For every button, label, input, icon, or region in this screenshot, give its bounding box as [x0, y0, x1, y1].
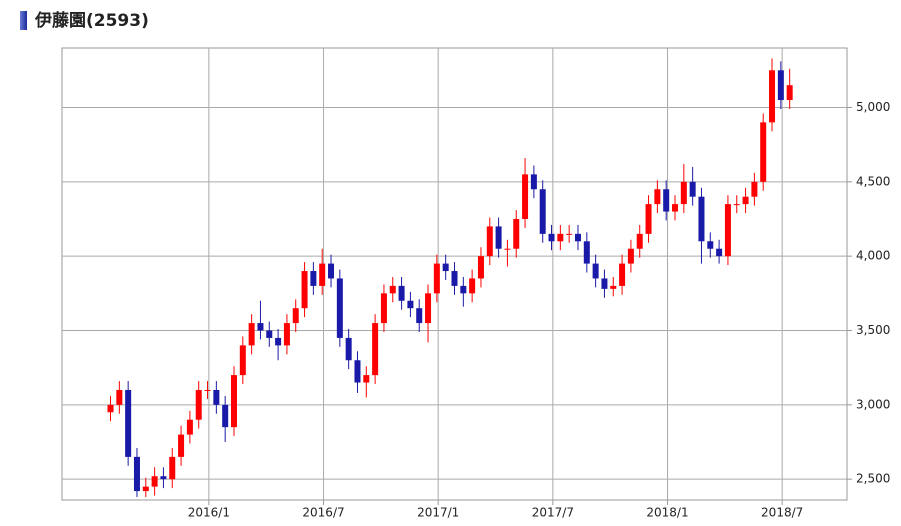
candle-body [292, 308, 299, 324]
candle-body [310, 271, 317, 286]
candle-body [266, 330, 273, 338]
x-tick-label: 2016/1 [188, 506, 230, 520]
candle-body [133, 456, 140, 492]
candle-body [733, 204, 740, 206]
candle-body [442, 263, 449, 272]
candle-body [195, 389, 202, 420]
candle-body [539, 189, 546, 234]
candle-body [239, 345, 246, 376]
candle-body [178, 434, 185, 457]
y-tick-label: 3,000 [856, 397, 890, 411]
x-tick-label: 2017/1 [417, 506, 459, 520]
candle-body [680, 181, 687, 205]
candle-body [469, 278, 476, 294]
candle-body [636, 233, 643, 249]
candle-body [328, 263, 335, 279]
candle-body [698, 196, 705, 242]
candle-body [151, 476, 158, 487]
candle-body [107, 404, 114, 413]
candle-body [513, 218, 520, 249]
candle-body [477, 256, 484, 279]
candle-body [416, 308, 423, 324]
candle-body [557, 233, 564, 242]
candle-body [663, 189, 670, 212]
candle-body [142, 486, 149, 492]
candle-body [336, 278, 343, 338]
candle-body [125, 389, 132, 457]
candle-body [777, 70, 784, 101]
candle-body [654, 189, 661, 205]
candle-body [645, 204, 652, 234]
candle-body [257, 323, 264, 331]
candle-body [601, 278, 608, 289]
x-tick-label: 2018/1 [646, 506, 688, 520]
plot-frame [61, 47, 848, 501]
candle-body [213, 389, 220, 405]
candle-body [619, 263, 626, 286]
candle-body [672, 204, 679, 212]
chart-title: 伊藤園(2593) [34, 10, 149, 31]
candle-body [380, 293, 387, 324]
candle-body [363, 375, 370, 383]
x-tick-label: 2017/7 [532, 506, 574, 520]
y-tick-label: 3,500 [856, 323, 890, 337]
candle-body [574, 233, 581, 242]
candle-body [222, 404, 229, 428]
y-tick-label: 4,500 [856, 174, 890, 188]
candle-body [160, 476, 167, 480]
candle-body [354, 360, 361, 383]
candle-body [186, 419, 193, 435]
x-tick-label: 2016/7 [302, 506, 344, 520]
candle-body [522, 174, 529, 219]
candle-body [742, 196, 749, 205]
candle-body [566, 233, 573, 235]
candle-body [230, 375, 237, 428]
candle-body [169, 456, 176, 480]
candle-body [610, 285, 617, 289]
candle-body [504, 248, 511, 250]
candle-body [486, 226, 493, 257]
candle-body [204, 389, 211, 391]
candle-body [495, 226, 502, 249]
candle-body [345, 337, 352, 361]
y-tick-label: 4,000 [856, 249, 890, 263]
candle-body [548, 233, 555, 242]
candle-body [425, 293, 432, 324]
candle-body [769, 70, 776, 123]
candle-body [389, 285, 396, 294]
candle-body [283, 323, 290, 346]
candle-body [707, 241, 714, 249]
candle-body [583, 241, 590, 264]
candle-body [319, 263, 326, 286]
candle-body [116, 389, 123, 405]
candle-body [751, 181, 758, 197]
candle-body [407, 300, 414, 309]
candle-body [760, 122, 767, 182]
candle-body [248, 323, 255, 346]
candle-body [398, 285, 405, 301]
candle-body [592, 263, 599, 279]
candle-body [786, 85, 793, 101]
x-tick-label: 2018/7 [761, 506, 803, 520]
candle-body [451, 271, 458, 286]
candle-body [689, 181, 696, 197]
candle-body [460, 285, 467, 294]
candle-body [433, 263, 440, 294]
candle-body [275, 337, 282, 346]
candle-body [716, 248, 723, 257]
candle-body [724, 204, 731, 257]
y-tick-label: 5,000 [856, 100, 890, 114]
y-tick-label: 2,500 [856, 472, 890, 486]
candle-body [301, 271, 308, 309]
candle-body [530, 174, 537, 190]
title-icon [20, 11, 27, 30]
candle-body [372, 323, 379, 376]
candle-body [627, 248, 634, 264]
